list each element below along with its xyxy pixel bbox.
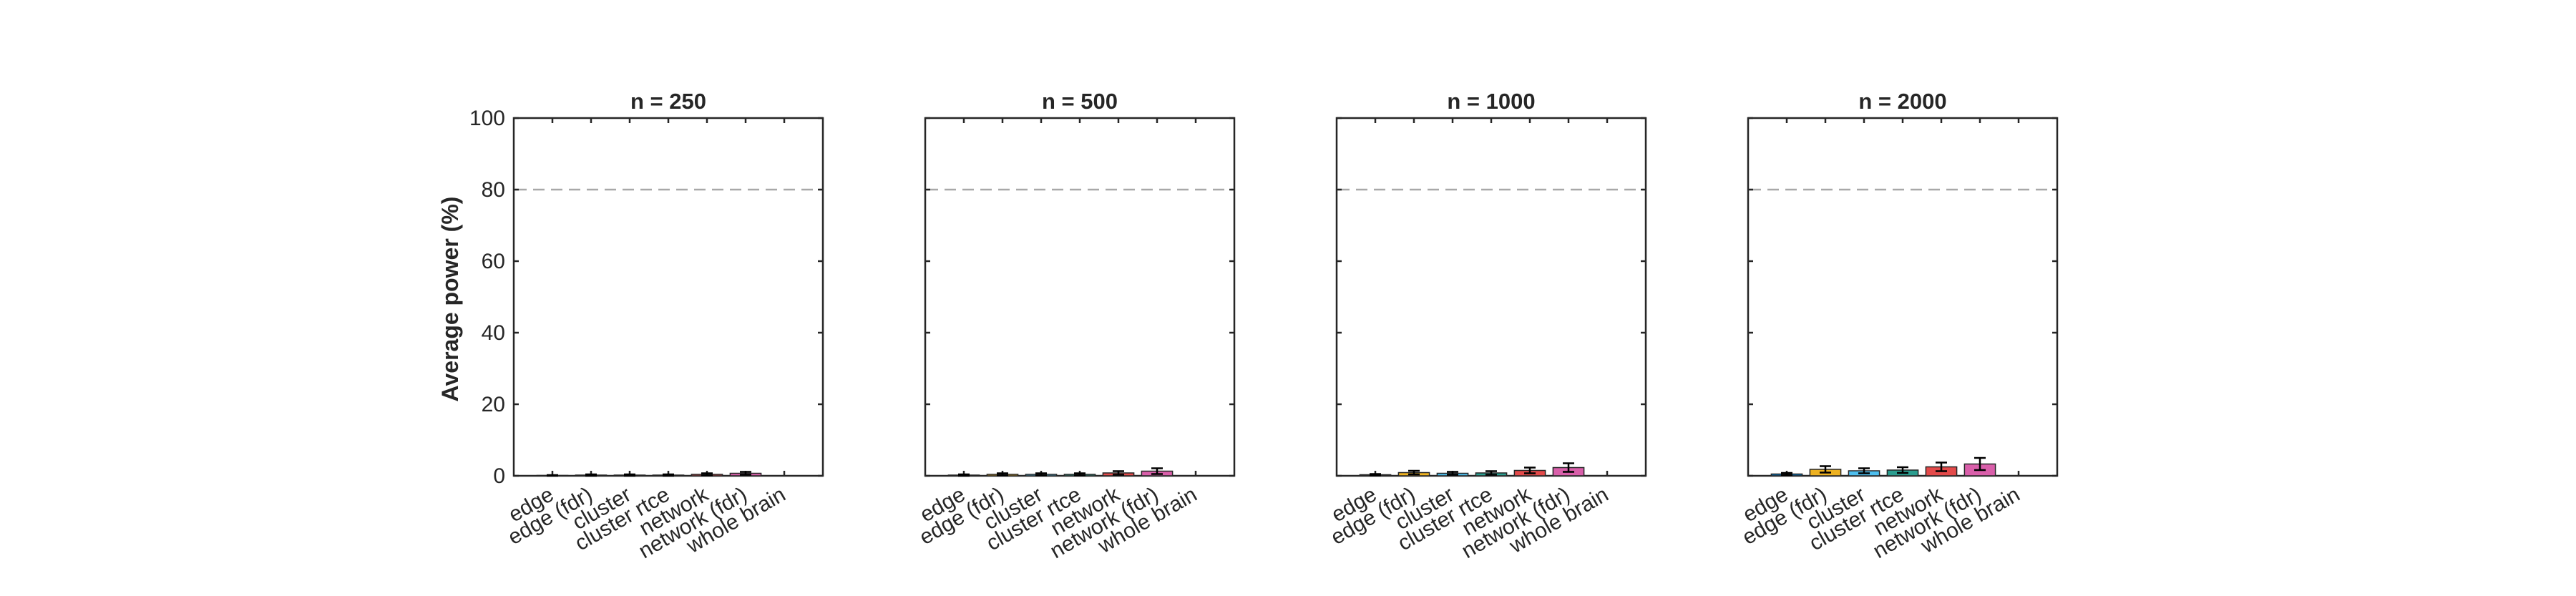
y-tick-label: 40 [482,321,505,345]
axes-box [512,117,824,477]
panel-title: n = 500 [1042,89,1118,114]
panel-title: n = 250 [630,89,706,114]
axes-box [924,117,1236,477]
panel-title: n = 2000 [1858,89,1946,114]
axes-box [1335,117,1647,477]
y-tick-label: 20 [482,393,505,416]
panel-title: n = 1000 [1447,89,1535,114]
y-tick-label: 0 [493,464,505,488]
axes-box [1747,117,2059,477]
y-axis-label: Average power (%) [437,197,463,402]
y-tick-label: 80 [482,178,505,202]
y-tick-label: 60 [482,250,505,273]
y-tick-label: 100 [469,107,505,130]
